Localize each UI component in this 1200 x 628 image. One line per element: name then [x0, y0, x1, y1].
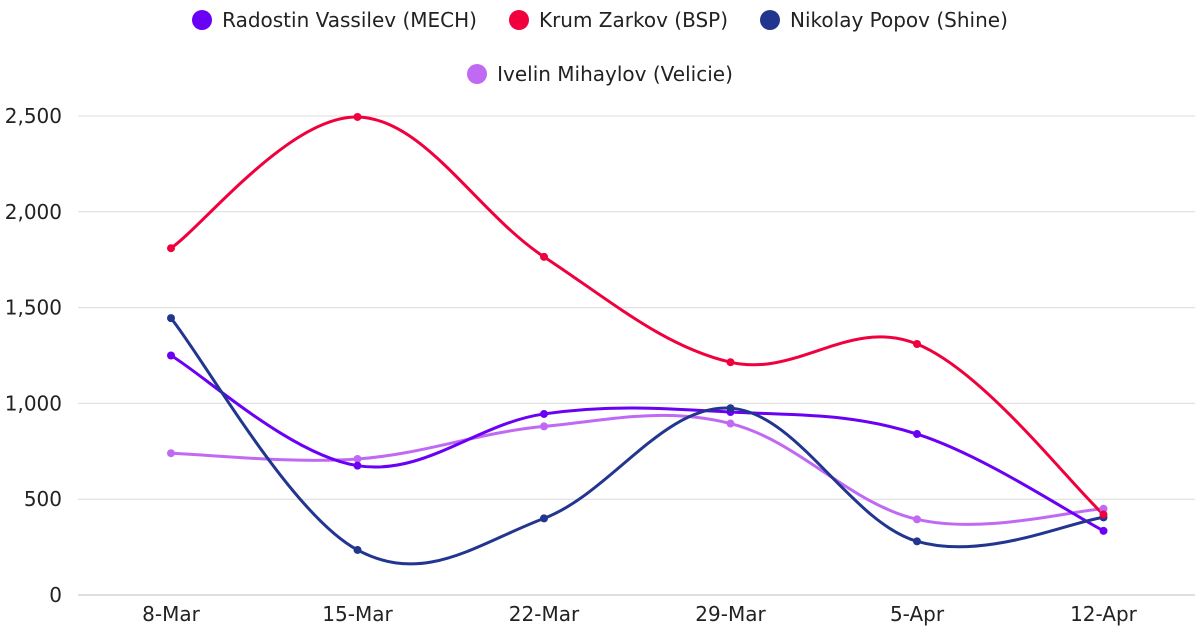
legend-row-2: Ivelin Mihaylov (Velicie)	[0, 62, 1200, 86]
y-tick-label: 0	[49, 583, 62, 607]
data-point[interactable]	[540, 252, 548, 261]
x-tick-label: 5-Apr	[890, 602, 945, 626]
x-tick-label: 12-Apr	[1070, 602, 1138, 626]
x-axis-tick-labels: 8-Mar 15-Mar 22-Mar 29-Mar 5-Apr 12-Apr	[142, 602, 1138, 626]
data-point[interactable]	[353, 461, 362, 470]
legend-item-bsp[interactable]: Krum Zarkov (BSP)	[508, 8, 729, 32]
x-tick-label: 29-Mar	[695, 602, 766, 626]
data-point[interactable]	[540, 409, 548, 418]
y-tick-label: 2,000	[5, 200, 62, 224]
data-point[interactable]	[167, 314, 175, 323]
data-point[interactable]	[167, 449, 175, 458]
data-point[interactable]	[913, 515, 921, 524]
legend-label-mech: Radostin Vassilev (MECH)	[222, 8, 477, 32]
data-point[interactable]	[540, 422, 548, 431]
series-points	[167, 112, 1108, 554]
x-tick-label: 8-Mar	[142, 602, 200, 626]
data-point[interactable]	[353, 112, 362, 121]
data-point[interactable]	[353, 454, 362, 463]
y-tick-label: 2,500	[5, 104, 62, 128]
legend-label-velicie: Ivelin Mihaylov (Velicie)	[497, 62, 733, 86]
data-point[interactable]	[913, 430, 921, 439]
legend-marker-shine	[760, 10, 781, 30]
data-point[interactable]	[1099, 504, 1108, 513]
data-point[interactable]	[167, 244, 175, 253]
series-line-1	[170, 115, 1105, 516]
series-line-2	[169, 317, 1104, 566]
data-point[interactable]	[726, 358, 735, 367]
y-tick-label: 500	[24, 487, 62, 511]
legend-item-mech[interactable]: Radostin Vassilev (MECH)	[192, 8, 477, 32]
legend-label-bsp: Krum Zarkov (BSP)	[538, 8, 729, 32]
y-tick-label: 1,000	[5, 391, 62, 415]
legend-item-velicie[interactable]: Ivelin Mihaylov (Velicie)	[467, 62, 733, 86]
y-tick-label: 1,500	[5, 296, 62, 320]
x-tick-label: 22-Mar	[509, 602, 580, 626]
legend-marker-bsp	[508, 10, 529, 30]
data-point[interactable]	[540, 514, 548, 523]
data-point[interactable]	[726, 404, 735, 413]
series-lines	[169, 115, 1105, 566]
legend-item-shine[interactable]: Nikolay Popov (Shine)	[760, 8, 1008, 32]
legend-row-1: Radostin Vassilev (MECH) Krum Zarkov (BS…	[0, 8, 1200, 32]
series-line-0	[170, 354, 1105, 533]
y-axis-tick-labels: 0 500 1,000 1,500 2,000 2,500	[5, 104, 62, 607]
data-point[interactable]	[353, 545, 362, 554]
legend-marker-velicie	[467, 64, 488, 84]
data-point[interactable]	[913, 340, 921, 349]
data-point[interactable]	[726, 419, 735, 428]
legend-marker-mech	[192, 10, 213, 30]
x-tick-label: 15-Mar	[322, 602, 393, 626]
series-line-3	[170, 413, 1104, 526]
data-point[interactable]	[913, 537, 921, 546]
legend-label-shine: Nikolay Popov (Shine)	[790, 8, 1008, 32]
data-point[interactable]	[167, 351, 175, 360]
data-point[interactable]	[1099, 510, 1108, 519]
data-point[interactable]	[1099, 526, 1108, 535]
gridlines	[78, 115, 1195, 596]
